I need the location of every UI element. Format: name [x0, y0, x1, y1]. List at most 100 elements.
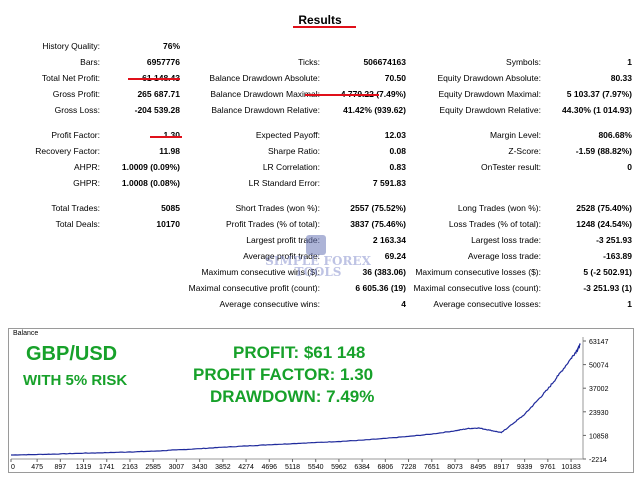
short-trades-label: Short Trades (won %):	[235, 203, 320, 213]
x-tick-label: 475	[31, 464, 43, 471]
ticks-label: Ticks:	[298, 57, 320, 67]
total-trades-value: 5085	[161, 203, 180, 213]
drawdown-overlay: DRAWDOWN: 7.49%	[210, 387, 375, 406]
x-tick-label: 1741	[99, 464, 115, 471]
avg-consec-wins-value: 4	[401, 299, 406, 309]
x-tick-label: 1319	[76, 464, 92, 471]
x-tick-label: 3852	[215, 464, 231, 471]
ghpr-value: 1.0008 (0.08%)	[121, 178, 180, 188]
y-tick-label: 23930	[589, 410, 609, 417]
chart-panel-label: Balance	[13, 330, 39, 337]
gross-profit-value: 265 687.71	[137, 89, 180, 99]
x-tick-label: 3007	[169, 464, 185, 471]
loss-trades-value: 1248 (24.54%)	[576, 219, 632, 229]
symbols-value: 1	[627, 57, 632, 67]
equity-dd-abs-value: 80.33	[610, 73, 632, 83]
recovery-factor-value: 11.98	[159, 146, 180, 156]
profit-factor-underline	[150, 136, 182, 138]
x-tick-label: 9339	[517, 464, 533, 471]
z-score-label: Z-Score:	[508, 146, 541, 156]
total-deals-value: 10170	[156, 219, 180, 229]
y-tick-label: -2214	[589, 457, 607, 464]
x-tick-label: 2585	[145, 464, 161, 471]
balance-chart: 63147 50074 37002 23930 10858 -2214 0 475 897 131…	[10, 337, 609, 471]
y-tick-label: 37002	[589, 386, 609, 393]
pair-label: GBP/USD	[26, 343, 118, 365]
balance-chart-panel: Balance 63147 50074 37002 23930 10858 -2214 0 4…	[8, 328, 634, 473]
profit-trades-label: Profit Trades (% of total):	[225, 219, 320, 229]
title-underline	[293, 26, 356, 28]
average-profit-value: 69.24	[384, 251, 406, 261]
x-tick-label: 8917	[494, 464, 510, 471]
y-tick-label: 63147	[589, 339, 609, 346]
balance-series-line	[11, 343, 581, 456]
margin-level-value: 806.68%	[598, 130, 632, 140]
lr-correlation-value: 0.83	[389, 162, 406, 172]
avg-consec-wins-label: Average consecutive wins:	[219, 299, 320, 309]
maximal-consec-profit-value: 6 605.36 (19)	[355, 283, 406, 293]
x-tick-label: 897	[54, 464, 66, 471]
long-trades-label: Long Trades (won %):	[457, 203, 541, 213]
total-net-profit-label: Total Net Profit:	[41, 73, 100, 83]
x-tick-label: 6384	[354, 464, 370, 471]
expected-payoff-value: 12.03	[384, 130, 406, 140]
x-tick-label: 0	[11, 464, 15, 471]
x-tick-label: 7651	[424, 464, 440, 471]
bars-label: Bars:	[80, 57, 100, 67]
x-tick-label: 5118	[285, 464, 300, 471]
y-tick-label: 50074	[589, 363, 609, 370]
lr-std-error-label: LR Standard Error:	[248, 178, 320, 188]
equity-dd-rel-label: Equity Drawdown Relative:	[439, 105, 541, 115]
x-tick-label: 9761	[540, 464, 556, 471]
balance-dd-max-label: Balance Drawdown Maximal:	[210, 89, 320, 99]
symbols-label: Symbols:	[506, 57, 541, 67]
watermark-line2: TOOLS	[294, 265, 342, 279]
recovery-factor-label: Recovery Factor:	[35, 146, 100, 156]
average-profit-label: Average profit trade:	[243, 251, 320, 261]
profit-overlay: PROFIT: $61 148	[233, 343, 366, 362]
long-trades-value: 2528 (75.40%)	[576, 203, 632, 213]
x-tick-label: 8495	[470, 464, 486, 471]
x-tick-label: 4696	[261, 464, 277, 471]
watermark-icon	[306, 235, 326, 255]
x-tick-label: 2163	[122, 464, 138, 471]
margin-level-label: Margin Level:	[489, 130, 541, 140]
maximal-consec-loss-label: Maximal consecutive loss (count):	[413, 283, 541, 293]
avg-consec-losses-value: 1	[627, 299, 632, 309]
balance-dd-abs-value: 70.50	[384, 73, 406, 83]
x-tick-label: 4274	[238, 464, 254, 471]
max-consec-losses-value: 5 (-2 502.91)	[583, 267, 632, 277]
watermark-line1: SIMPLE FOREX	[265, 254, 371, 268]
history-quality-label: History Quality:	[42, 41, 100, 51]
largest-profit-value: 2 163.34	[372, 235, 406, 245]
profit-factor-label: Profit Factor:	[51, 130, 100, 140]
x-tick-label: 6806	[378, 464, 394, 471]
average-loss-value: -163.89	[603, 251, 632, 261]
largest-profit-label: Largest profit trade:	[246, 235, 320, 245]
gross-loss-label: Gross Loss:	[54, 105, 100, 115]
watermark-logo: SIMPLE FOREX TOOLS	[258, 235, 378, 280]
lr-std-error-value: 7 591.83	[372, 178, 406, 188]
balance-dd-rel-value: 41.42% (939.62)	[343, 105, 406, 115]
gross-profit-label: Gross Profit:	[52, 89, 100, 99]
maximal-consec-profit-label: Maximal consecutive profit (count):	[188, 283, 320, 293]
balance-dd-rel-label: Balance Drawdown Relative:	[211, 105, 320, 115]
history-quality-value: 76%	[162, 41, 180, 51]
ahpr-value: 1.0009 (0.09%)	[121, 162, 180, 172]
max-consec-wins-value: 36 (383.06)	[362, 267, 406, 277]
max-consec-losses-label: Maximum consecutive losses ($):	[415, 267, 541, 277]
gross-loss-value: -204 539.28	[134, 105, 180, 115]
risk-label: WITH 5% RISK	[23, 372, 128, 389]
x-tick-label: 7228	[401, 464, 417, 471]
x-tick-label: 5540	[308, 464, 324, 471]
x-tick-label: 8073	[447, 464, 463, 471]
ticks-value: 506674163	[363, 57, 406, 67]
profit-factor-value: 1.30	[163, 130, 180, 140]
net-profit-underline	[128, 78, 180, 80]
y-tick-label: 10858	[589, 433, 609, 440]
total-deals-label: Total Deals:	[55, 219, 100, 229]
profit-factor-overlay: PROFIT FACTOR: 1.30	[193, 365, 374, 384]
x-tick-label: 10183	[561, 464, 581, 471]
ontester-label: OnTester result:	[481, 162, 541, 172]
z-score-value: -1.59 (88.82%)	[575, 146, 632, 156]
